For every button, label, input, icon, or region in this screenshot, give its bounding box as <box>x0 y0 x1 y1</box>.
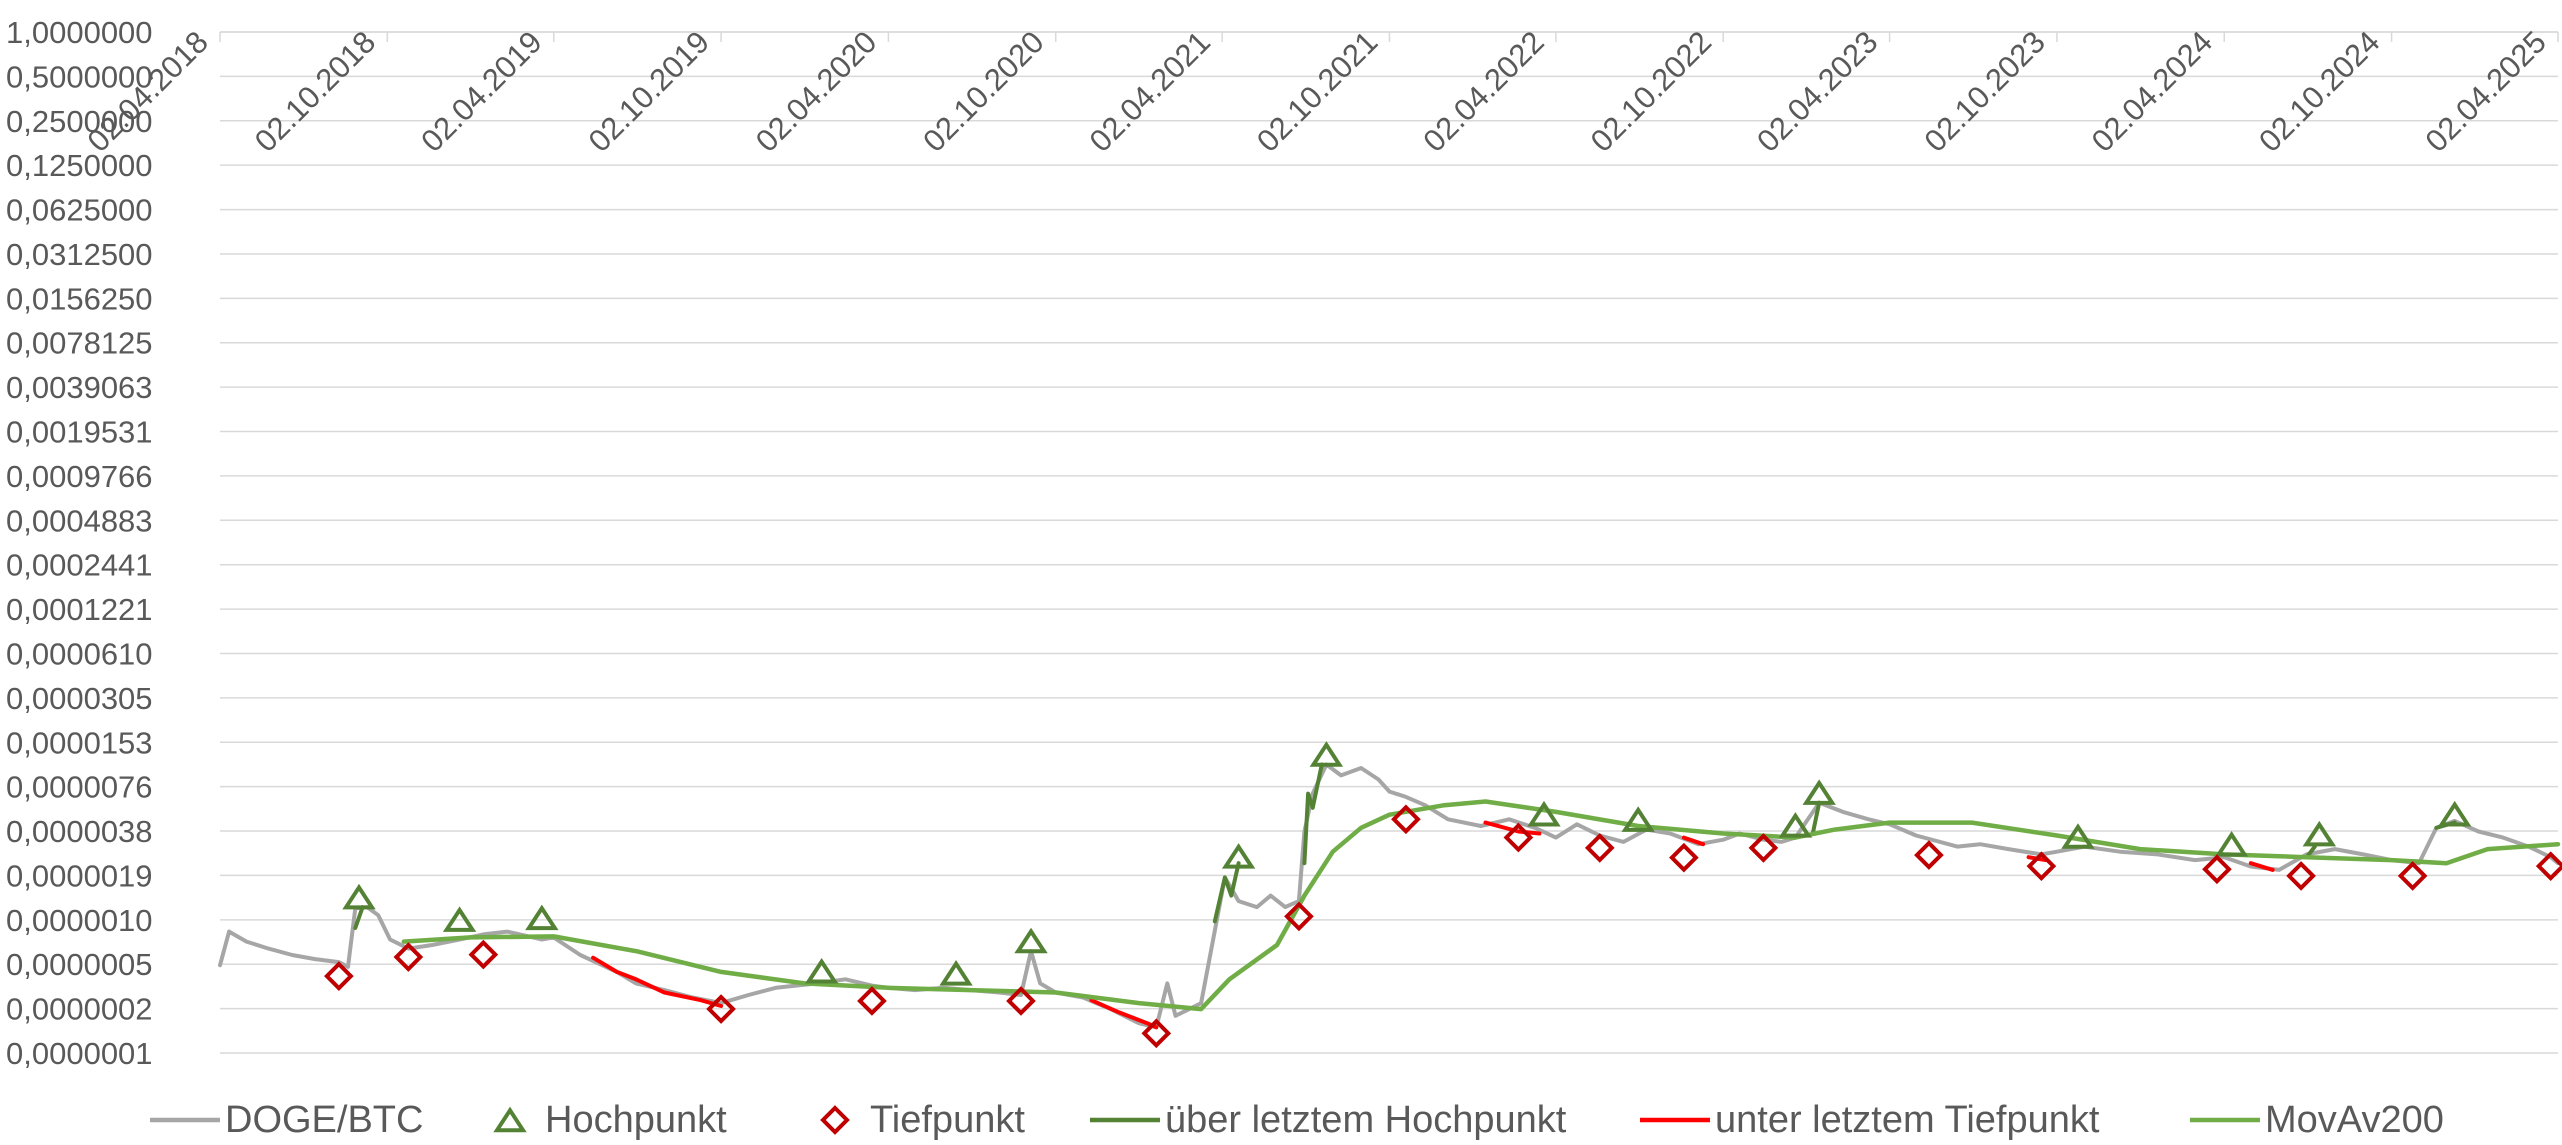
y-tick-label: 0,2500000 <box>6 104 153 139</box>
below-low-segment <box>1483 820 1542 836</box>
y-tick-label: 0,0312500 <box>6 237 153 272</box>
legend-label-below_low: unter letztem Tiefpunkt <box>1715 1099 2100 1141</box>
hochpunkt-marker <box>1527 800 1561 827</box>
y-tick-label: 0,0000038 <box>6 814 153 849</box>
x-tick-label: 02.10.2018 <box>248 24 382 158</box>
hochpunkt-marker <box>525 904 559 931</box>
hochpunkt-marker <box>1621 806 1655 832</box>
hochpunkt-marker <box>1778 812 1813 838</box>
legend-label-high: Hochpunkt <box>545 1099 727 1141</box>
x-axis-tick-labels: 02.04.2018 02.10.2018 02.04.2019 02.10.2019… <box>80 24 2552 158</box>
y-tick-label: 0,0156250 <box>6 281 153 316</box>
below-low-segment <box>1681 835 1706 847</box>
tiefpunkt-marker <box>2286 861 2316 891</box>
above-high-segment <box>1302 762 1324 866</box>
tiefpunkt-marker <box>324 961 354 991</box>
legend: DOGE/BTC Hochpunkt Tiefpunkt über letztem H… <box>150 1099 2444 1141</box>
hochpunkt-marker <box>2302 820 2337 847</box>
y-tick-label: 0,0019531 <box>6 415 153 450</box>
y-tick-label: 0,0000002 <box>6 992 153 1027</box>
tiefpunkt-marker <box>2202 854 2232 885</box>
x-tick-label: 02.10.2020 <box>916 24 1050 158</box>
x-tick-label: 02.10.2023 <box>1917 24 2051 158</box>
hochpunkt-marker <box>2061 823 2095 849</box>
y-tick-label: 0,0078125 <box>6 326 153 361</box>
grid-lines <box>219 31 2559 1054</box>
hochpunkt-marker <box>939 960 973 986</box>
hochpunkt-marker <box>1802 779 1836 805</box>
tiefpunkt-marker <box>1503 822 1534 853</box>
tiefpunkt-marker <box>468 939 499 970</box>
y-tick-label: 0,0625000 <box>6 193 153 228</box>
y-tick-label: 0,0000076 <box>6 770 153 805</box>
legend-swatch-hochpunkt <box>493 1106 527 1133</box>
x-tick-label: 02.10.2019 <box>582 24 716 158</box>
tiefpunkt-marker <box>857 986 887 1016</box>
y-tick-label: 0,0039063 <box>6 370 153 405</box>
y-tick-label: 0,0002441 <box>6 548 153 583</box>
x-tick-label: 02.04.2021 <box>1083 24 1217 158</box>
x-tick-label: 02.04.2019 <box>414 24 548 158</box>
y-tick-label: 0,0000001 <box>6 1036 153 1071</box>
tiefpunkt-marker <box>706 994 736 1024</box>
y-tick-label: 0,0000005 <box>6 947 153 982</box>
tiefpunkt-marker <box>1391 804 1421 835</box>
x-tick-label: 02.10.2024 <box>2252 24 2386 158</box>
hochpunkt-marker <box>804 957 839 984</box>
y-axis-tick-labels: 0,0000001 0,0000002 0,0000005 0,0000010 0,00… <box>6 15 153 1071</box>
tiefpunkt-marker <box>2535 851 2562 881</box>
movav200-line <box>401 799 2561 1012</box>
legend-label-above_high: über letztem Hochpunkt <box>1165 1099 1567 1141</box>
y-tick-label: 0,0000305 <box>6 681 153 716</box>
extreme-point-markers <box>324 741 2562 1049</box>
hochpunkt-marker <box>442 906 477 932</box>
hochpunkt-marker <box>342 883 376 910</box>
legend-label-price: DOGE/BTC <box>225 1099 423 1141</box>
y-tick-label: 0,1250000 <box>6 148 153 183</box>
tiefpunkt-marker <box>1584 833 1615 863</box>
x-tick-label: 02.04.2023 <box>1750 24 1884 158</box>
tiefpunkt-marker <box>1748 833 1779 863</box>
tiefpunkt-marker <box>1669 842 1699 873</box>
x-tick-label: 02.04.2025 <box>2418 24 2552 158</box>
y-tick-label: 1,0000000 <box>6 15 153 50</box>
tiefpunkt-marker <box>2026 851 2057 881</box>
above-high-segment <box>353 905 365 930</box>
tiefpunkt-marker <box>2397 861 2428 891</box>
below-low-segment <box>2248 861 2275 872</box>
hochpunkt-marker <box>2214 831 2249 857</box>
y-tick-label: 0,0000019 <box>6 858 153 893</box>
above-high-segment <box>1810 800 1822 836</box>
y-tick-label: 0,0000153 <box>6 725 153 760</box>
x-tick-label: 02.04.2020 <box>749 24 883 158</box>
legend-label-low: Tiefpunkt <box>870 1099 1025 1141</box>
tiefpunkt-marker <box>1141 1018 1172 1049</box>
above-high-segment <box>1212 861 1241 924</box>
tiefpunkt-marker <box>393 942 424 972</box>
legend-swatch-tiefpunkt <box>820 1105 850 1135</box>
x-tick-label: 02.04.2022 <box>1416 24 1550 158</box>
x-tick-label: 02.10.2021 <box>1250 24 1384 158</box>
legend-label-movav: MovAv200 <box>2265 1099 2444 1141</box>
y-tick-label: 0,0009766 <box>6 459 153 494</box>
x-tick-label: 02.10.2022 <box>1584 24 1718 158</box>
hochpunkt-marker <box>1309 741 1344 767</box>
hochpunkt-marker <box>2437 800 2472 827</box>
y-tick-label: 0,5000000 <box>6 59 153 94</box>
y-tick-label: 0,0004883 <box>6 503 153 538</box>
x-tick-label: 02.04.2024 <box>2085 24 2219 158</box>
doge-btc-line <box>218 762 2560 1030</box>
tiefpunkt-marker <box>1914 840 1944 870</box>
y-tick-label: 0,0001221 <box>6 592 153 627</box>
hochpunkt-marker <box>1221 843 1256 869</box>
series-lines <box>218 762 2561 1030</box>
y-tick-label: 0,0000010 <box>6 903 153 938</box>
tiefpunkt-marker <box>1284 901 1314 932</box>
tiefpunkt-marker <box>1006 986 1036 1016</box>
y-tick-label: 0,0000610 <box>6 636 153 671</box>
hochpunkt-marker <box>1014 927 1048 954</box>
below-low-segment <box>591 955 724 1008</box>
